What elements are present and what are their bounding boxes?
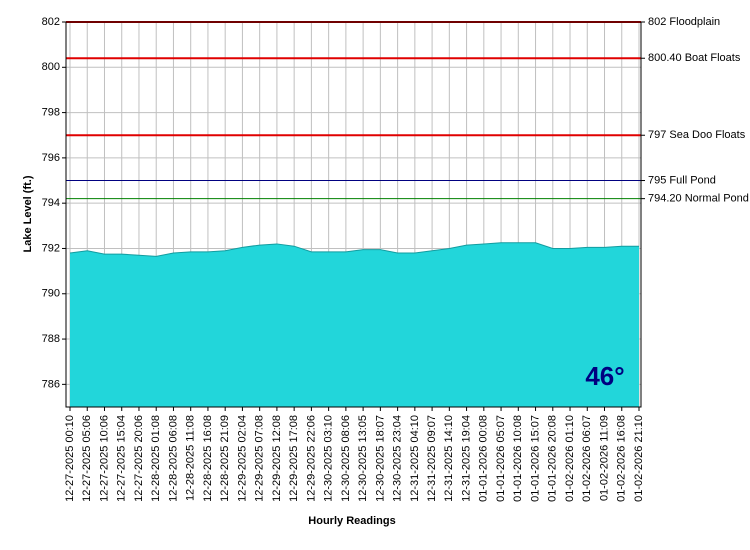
area-line xyxy=(69,242,639,257)
x-tick-label: 12-30-2025 18:07 xyxy=(374,415,386,502)
reference-label: 802 Floodplain xyxy=(648,16,720,28)
plot-border xyxy=(65,21,642,408)
x-tick-label: 12-29-2025 12:08 xyxy=(271,415,283,502)
y-tick-label: 794 xyxy=(42,197,60,209)
x-axis-title: Hourly Readings xyxy=(308,515,395,527)
y-tick-label: 786 xyxy=(42,378,60,390)
x-tick-label: 01-01-2026 15:07 xyxy=(529,415,541,502)
y-tick-label: 800 xyxy=(42,61,60,73)
x-tick-label: 01-02-2026 06:07 xyxy=(581,415,593,502)
y-tick-label: 790 xyxy=(42,288,60,300)
x-tick-label: 12-28-2025 11:08 xyxy=(185,415,197,501)
y-tick-label: 788 xyxy=(42,333,60,345)
x-tick-label: 12-29-2025 07:08 xyxy=(254,415,266,502)
reference-label: 800.40 Boat Floats xyxy=(648,52,741,64)
x-tick-label: 12-31-2025 04:10 xyxy=(409,415,421,502)
x-tick-label: 12-27-2025 10:06 xyxy=(98,415,110,502)
y-tick-label: 792 xyxy=(42,242,60,254)
x-tick-label: 01-02-2026 01:10 xyxy=(564,415,576,502)
x-tick-label: 12-27-2025 05:06 xyxy=(81,415,93,502)
temperature-badge xyxy=(580,354,631,398)
x-tick-label: 12-30-2025 23:04 xyxy=(392,415,404,502)
x-tick-label: 01-01-2026 20:08 xyxy=(547,415,559,502)
x-tick-label: 01-02-2026 16:08 xyxy=(616,415,628,502)
area xyxy=(70,242,639,407)
x-tick-label: 12-27-2025 15:04 xyxy=(116,415,128,502)
x-tick-label: 12-31-2025 19:04 xyxy=(460,415,472,502)
x-tick-label: 12-30-2025 13:05 xyxy=(357,415,369,502)
x-tick-label: 12-30-2025 03:10 xyxy=(323,415,335,502)
x-tick-label: 01-01-2026 05:07 xyxy=(495,415,507,502)
reference-label: 797 Sea Doo Floats xyxy=(648,129,746,141)
y-tick-label: 796 xyxy=(42,152,60,164)
x-tick-label: 01-01-2026 00:08 xyxy=(478,415,490,502)
x-tick-label: 01-02-2026 21:10 xyxy=(633,415,645,502)
y-tick-label: 802 xyxy=(42,16,60,28)
x-tick-label: 12-31-2025 14:10 xyxy=(443,415,455,502)
y-tick-label: 798 xyxy=(42,106,60,118)
reference-label: 795 Full Pond xyxy=(648,174,716,186)
y-axis-title: Lake Level (ft.) xyxy=(22,175,34,252)
x-tick-label: 12-27-2025 20:06 xyxy=(133,415,145,502)
x-tick-label: 12-29-2025 22:06 xyxy=(305,415,317,502)
x-tick-label: 01-02-2026 11:09 xyxy=(598,415,610,501)
x-tick-label: 12-31-2025 09:07 xyxy=(426,415,438,502)
x-tick-label: 12-29-2025 02:04 xyxy=(236,415,248,502)
x-tick-label: 12-28-2025 01:08 xyxy=(150,415,162,502)
x-tick-label: 12-29-2025 17:08 xyxy=(288,415,300,502)
x-tick-label: 12-27-2025 00:10 xyxy=(64,415,76,502)
reference-label: 794.20 Normal Pond xyxy=(648,193,749,205)
x-tick-label: 12-30-2025 08:06 xyxy=(340,415,352,502)
x-tick-label: 12-28-2025 21:09 xyxy=(219,415,231,502)
x-tick-label: 01-01-2026 10:08 xyxy=(512,415,524,502)
temperature: 46° xyxy=(585,361,624,391)
x-tick-label: 12-28-2025 06:08 xyxy=(167,415,179,502)
x-tick-label: 12-28-2025 16:08 xyxy=(202,415,214,502)
